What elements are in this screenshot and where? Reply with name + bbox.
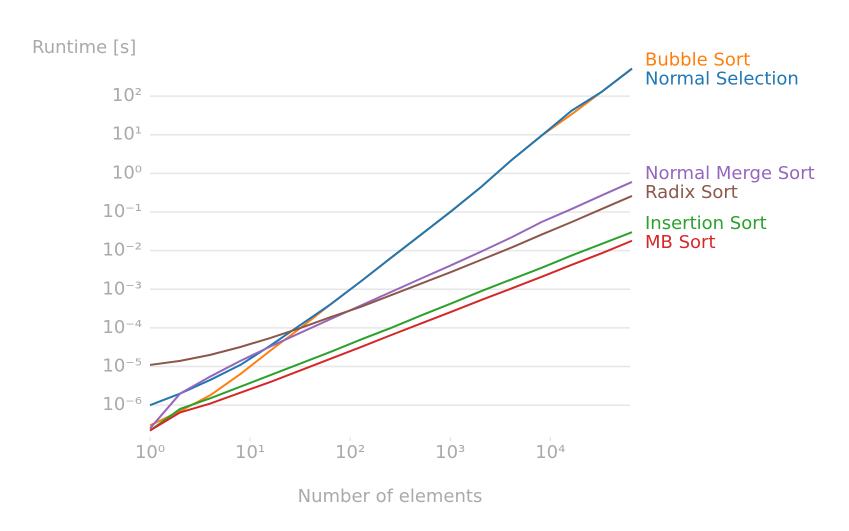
y-tick-label: 10⁻⁶ bbox=[102, 394, 142, 415]
series-line bbox=[149, 195, 633, 366]
y-tick-label: 10⁻³ bbox=[102, 278, 142, 299]
x-tick-label: 10¹ bbox=[235, 442, 265, 463]
legend-label: Normal Selection bbox=[645, 68, 799, 89]
x-tick-label: 10³ bbox=[435, 442, 465, 463]
x-tick-label: 10⁰ bbox=[135, 442, 165, 463]
legend-label: Bubble Sort bbox=[645, 49, 750, 70]
legend-label: Radix Sort bbox=[645, 182, 738, 203]
y-tick-label: 10¹ bbox=[112, 124, 142, 145]
y-tick-label: 10⁻⁴ bbox=[102, 317, 142, 338]
y-tick-label: 10⁰ bbox=[112, 162, 142, 183]
y-tick-label: 10⁻⁵ bbox=[102, 356, 142, 377]
legend-label: MB Sort bbox=[645, 232, 716, 253]
legend-label: Insertion Sort bbox=[645, 213, 767, 234]
x-tick-label: 10⁴ bbox=[535, 442, 565, 463]
series-line bbox=[149, 67, 633, 427]
series-line bbox=[149, 239, 633, 432]
legend-label: Normal Merge Sort bbox=[645, 163, 815, 184]
x-axis-label: Number of elements bbox=[298, 486, 483, 507]
y-axis-label: Runtime [s] bbox=[32, 37, 136, 58]
y-tick-label: 10⁻² bbox=[102, 240, 142, 261]
series-line bbox=[149, 231, 633, 432]
y-tick-label: 10² bbox=[112, 85, 142, 106]
series-line bbox=[149, 67, 633, 407]
y-tick-label: 10⁻¹ bbox=[102, 201, 142, 222]
series-line bbox=[149, 180, 633, 430]
x-tick-label: 10² bbox=[335, 442, 365, 463]
